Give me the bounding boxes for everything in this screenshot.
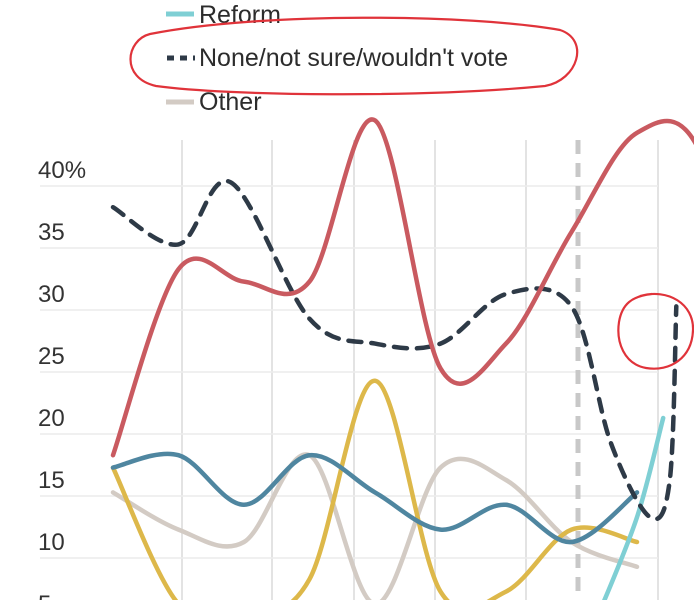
y-tick-label: 25 (38, 343, 65, 370)
hand-drawn-annotations (129, 16, 694, 370)
series-line-none (110, 178, 679, 522)
y-tick-label: 35 (38, 219, 65, 246)
legend-item-reform: Reform (166, 1, 281, 29)
y-tick-label: 30 (38, 281, 65, 308)
series-line-other (110, 452, 640, 600)
annotation-ellipse-legend (129, 16, 579, 96)
series-lines (110, 117, 694, 600)
series-line-blue (110, 451, 640, 545)
series-line-yellow (110, 378, 640, 600)
y-tick-label: 40% (38, 157, 86, 184)
annotation-circle-endpoint (617, 292, 694, 370)
y-tick-label: 5 (38, 591, 51, 600)
y-tick-label: 15 (38, 467, 65, 494)
series-line-red (110, 117, 694, 458)
legend-label-none: None/not sure/wouldn't vote (199, 44, 508, 72)
legend: Reform None/not sure/wouldn't vote Other (166, 1, 508, 116)
legend-item-none: None/not sure/wouldn't vote (167, 44, 508, 72)
series-line-reform (602, 415, 666, 600)
y-tick-label: 20 (38, 405, 65, 432)
y-axis-ticks: 40% 35 30 25 20 15 10 5 (38, 157, 86, 600)
y-tick-label: 10 (38, 529, 65, 556)
